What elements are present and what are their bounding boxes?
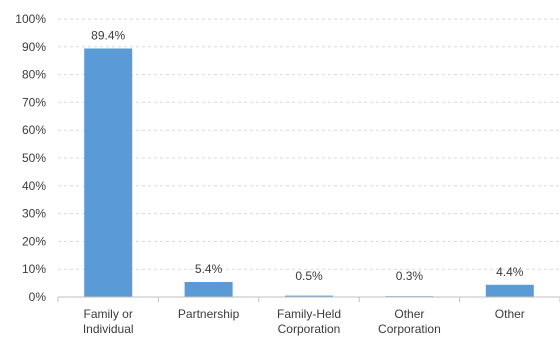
y-tick-label: 40% <box>22 179 46 193</box>
data-label: 5.4% <box>195 262 223 276</box>
y-tick-label: 70% <box>22 95 46 109</box>
y-tick-label: 30% <box>22 207 46 221</box>
y-tick-label: 60% <box>22 123 46 137</box>
bar <box>84 48 133 297</box>
category-labels: Family or Individual Partnership Family-Hel… <box>83 307 525 336</box>
y-tick-label: 80% <box>22 68 46 82</box>
y-tick-label: 20% <box>22 234 46 248</box>
category-label: Partnership <box>178 307 240 321</box>
y-axis-tick-labels: 0% 10% 20% 30% 40% 50% 60% 70% 80% 90% 100% <box>15 12 46 304</box>
x-axis <box>57 296 560 302</box>
bar <box>285 295 333 297</box>
data-label: 0.5% <box>295 269 323 283</box>
y-tick-label: 10% <box>22 262 46 276</box>
y-tick-label: 50% <box>22 151 46 165</box>
category-label: Other <box>495 307 525 321</box>
bars <box>84 48 534 297</box>
bar <box>184 281 233 297</box>
data-label: 4.4% <box>496 265 524 279</box>
y-tick-label: 0% <box>29 290 47 304</box>
category-label: Family or Individual <box>83 307 134 336</box>
data-labels: 89.4% 5.4% 0.5% 0.3% 4.4% <box>91 28 524 283</box>
data-label: 89.4% <box>91 28 125 42</box>
bar <box>485 284 534 297</box>
data-label: 0.3% <box>396 269 424 283</box>
gridlines <box>58 18 560 270</box>
category-label: Other Corporation <box>378 307 441 336</box>
category-label: Family-Held Corporation <box>277 307 341 336</box>
y-tick-label: 100% <box>15 12 46 26</box>
y-tick-label: 90% <box>22 40 46 54</box>
